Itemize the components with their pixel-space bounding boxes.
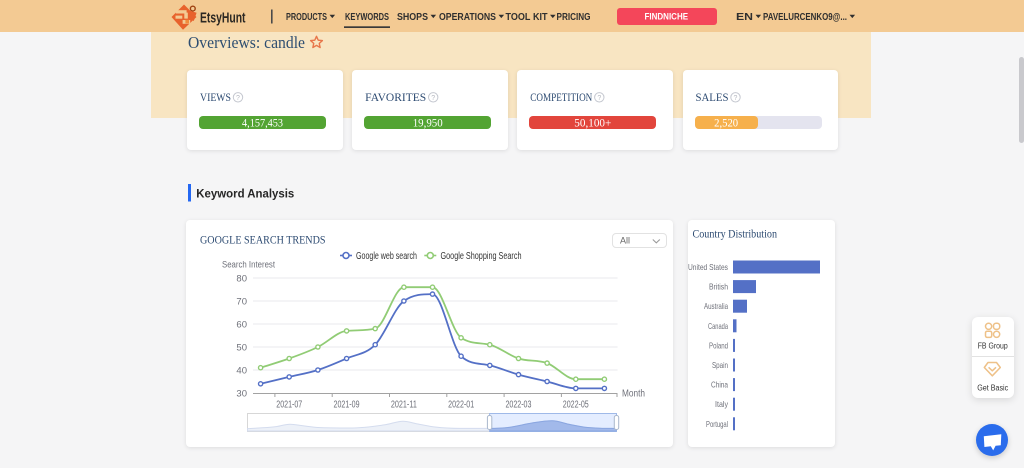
svg-text:British: British	[709, 282, 728, 292]
svg-text:All: All	[620, 236, 630, 246]
svg-text:SHOPS: SHOPS	[397, 12, 428, 23]
svg-text:COMPETITION: COMPETITION	[530, 92, 593, 104]
svg-text:Australia: Australia	[704, 301, 728, 311]
svg-text:2022-03: 2022-03	[505, 400, 531, 411]
svg-text:FINDNICHE: FINDNICHE	[645, 12, 689, 22]
svg-text:4,157,453: 4,157,453	[242, 116, 283, 130]
svg-text:50,100+: 50,100+	[574, 116, 611, 130]
svg-text:PRICING: PRICING	[557, 12, 591, 23]
svg-text:Spain: Spain	[712, 360, 728, 370]
svg-text:2021-07: 2021-07	[276, 400, 302, 411]
svg-text:2021-09: 2021-09	[334, 400, 360, 411]
svg-text:GOOGLE SEARCH TRENDS: GOOGLE SEARCH TRENDS	[200, 232, 326, 246]
svg-text:EN: EN	[736, 12, 753, 23]
svg-text:Canada: Canada	[708, 321, 728, 331]
svg-text:Keyword Analysis: Keyword Analysis	[196, 186, 294, 200]
svg-text:2,520: 2,520	[714, 116, 738, 130]
svg-text:FAVORITES: FAVORITES	[365, 92, 426, 104]
svg-text:40: 40	[236, 365, 247, 376]
svg-text:Search Interest: Search Interest	[222, 260, 275, 270]
svg-text:Get Basic: Get Basic	[977, 384, 1008, 393]
svg-text:SALES: SALES	[696, 92, 729, 104]
svg-text:Country Distribution: Country Distribution	[693, 226, 778, 240]
svg-text:OPERATIONS: OPERATIONS	[439, 12, 496, 23]
svg-text:30: 30	[236, 388, 247, 399]
svg-text:?: ?	[597, 95, 601, 102]
svg-text:19,950: 19,950	[413, 116, 443, 130]
svg-text:50: 50	[236, 342, 247, 353]
svg-text:2022-01: 2022-01	[448, 400, 474, 411]
svg-text:?: ?	[236, 95, 240, 102]
svg-text:Month: Month	[622, 389, 645, 400]
svg-text:China: China	[711, 380, 728, 390]
svg-text:2021-11: 2021-11	[391, 400, 417, 411]
svg-text:60: 60	[236, 319, 247, 330]
svg-text:70: 70	[236, 296, 247, 307]
svg-text:United States: United States	[688, 262, 728, 272]
svg-text:?: ?	[734, 95, 738, 102]
svg-text:PRODUCTS: PRODUCTS	[286, 12, 327, 23]
svg-text:2022-05: 2022-05	[563, 400, 589, 411]
svg-text:Overviews: candle: Overviews: candle	[188, 33, 305, 52]
svg-text:Portugal: Portugal	[706, 419, 728, 429]
svg-text:Google Shopping Search: Google Shopping Search	[441, 251, 522, 262]
svg-text:Google web search: Google web search	[356, 251, 417, 262]
svg-text:EtsyHunt: EtsyHunt	[200, 11, 246, 27]
svg-text:KEYWORDS: KEYWORDS	[345, 12, 389, 23]
svg-text:80: 80	[236, 273, 247, 284]
svg-text:Italy: Italy	[715, 399, 729, 409]
svg-text:FB Group: FB Group	[978, 342, 1008, 351]
svg-text:VIEWS: VIEWS	[200, 92, 231, 104]
svg-text:TOOL KIT: TOOL KIT	[506, 12, 548, 23]
svg-text:?: ?	[431, 95, 435, 102]
svg-text:Poland: Poland	[709, 340, 728, 350]
svg-text:PAVELURCENKO9@...: PAVELURCENKO9@...	[763, 12, 847, 23]
